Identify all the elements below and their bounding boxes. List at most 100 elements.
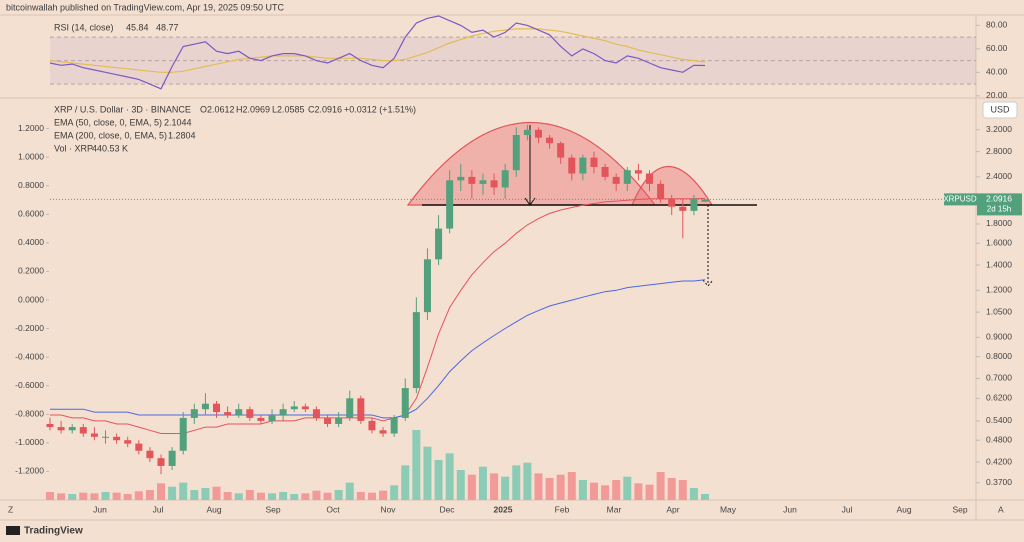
volume-bar xyxy=(101,492,110,500)
ohlc: C2.0916 xyxy=(308,104,342,114)
volume-bar xyxy=(601,485,610,500)
x-tick-label: Feb xyxy=(555,504,570,514)
candle-body xyxy=(224,412,232,415)
currency-button[interactable] xyxy=(982,101,1018,119)
candle-body xyxy=(468,176,476,184)
rsi-tick-label: 20.00 xyxy=(986,90,1008,100)
ema-line xyxy=(50,197,706,434)
volume-bar xyxy=(534,473,543,500)
volume-bar xyxy=(223,492,232,500)
volume-bar xyxy=(501,476,510,500)
candle-body xyxy=(435,228,443,260)
candle-body xyxy=(157,458,165,466)
timezone-button[interactable]: Z xyxy=(8,504,13,514)
volume-bar xyxy=(645,484,654,500)
candle-body xyxy=(668,198,676,207)
volume-bar xyxy=(634,483,643,500)
candle-body xyxy=(679,206,687,211)
y-tick-label: 2.4000 xyxy=(986,171,1012,181)
volume-bar xyxy=(445,453,454,500)
x-tick-label: 2025 xyxy=(494,504,513,514)
left-tick-label: 0.2000 xyxy=(18,266,44,276)
volume-bar xyxy=(512,465,521,500)
left-tick-label: 0.8000 xyxy=(18,180,44,190)
candle-body xyxy=(657,183,665,199)
volume-bar xyxy=(423,446,432,500)
x-tick-label: Oct xyxy=(326,504,340,514)
candle-body xyxy=(235,409,243,415)
volume-bar xyxy=(623,476,632,500)
volume-bar xyxy=(589,482,598,500)
volume-bar xyxy=(279,492,288,500)
candle-body xyxy=(446,180,454,229)
x-tick-label: Sep xyxy=(952,504,967,514)
y-tick-label: 1.0500 xyxy=(986,306,1012,316)
arrow-head xyxy=(524,197,536,206)
currency[interactable]: USD xyxy=(990,104,1010,114)
volume-bar xyxy=(268,493,277,500)
candle-body xyxy=(257,417,265,421)
y-tick-label: 1.8000 xyxy=(986,218,1012,228)
price-tag-text: 2.0916 xyxy=(986,194,1012,204)
volume-bar xyxy=(412,430,421,500)
left-tick-label: -1.0000 xyxy=(15,437,44,447)
auto-button[interactable]: A xyxy=(998,504,1004,514)
volume-bar xyxy=(434,460,443,500)
ohlc: H2.0969 xyxy=(236,104,270,114)
candle-body xyxy=(701,199,709,202)
countdown: 2d 15h xyxy=(987,204,1011,213)
header: bitcoinwallah published on TradingView.c… xyxy=(6,2,285,12)
x-tick-label: Jun xyxy=(783,504,797,514)
candle-body xyxy=(346,398,354,418)
brand: TradingView xyxy=(24,526,83,537)
x-tick-label: Apr xyxy=(666,504,679,514)
volume-bar xyxy=(379,490,388,500)
volume-bar xyxy=(356,492,365,500)
candle-body xyxy=(301,406,309,410)
volume-bar xyxy=(301,493,310,500)
volume-bar xyxy=(168,486,177,500)
candle-body xyxy=(612,176,620,184)
rsi-name: RSI (14, close) xyxy=(54,22,114,32)
symbol-tag xyxy=(944,193,977,206)
candle-body xyxy=(324,417,332,424)
volume-bar xyxy=(68,494,77,500)
candle-body xyxy=(357,398,365,421)
candle-body xyxy=(579,157,587,174)
volume-bar xyxy=(201,488,210,500)
candle-body xyxy=(246,409,254,418)
candle-body xyxy=(634,170,642,174)
y-tick-label: 0.9000 xyxy=(986,332,1012,342)
volume-bar xyxy=(245,490,254,500)
volume-bar xyxy=(478,466,487,500)
candle-body xyxy=(279,409,287,415)
candle-body xyxy=(423,259,431,313)
brand-logo xyxy=(6,526,20,535)
candle-body xyxy=(457,176,465,181)
volume-bar xyxy=(656,472,665,500)
x-tick-label: Aug xyxy=(896,504,911,514)
volume-bar xyxy=(134,491,143,500)
candle-body xyxy=(557,143,565,158)
volume-bar xyxy=(545,478,554,500)
candle-body xyxy=(124,440,132,444)
candle-body xyxy=(268,414,276,421)
ohlc: O2.0612 xyxy=(200,104,235,114)
volume-bar xyxy=(556,474,565,500)
volume-bar xyxy=(112,492,121,500)
x-tick-label: Jul xyxy=(842,504,853,514)
volume-bar xyxy=(689,488,698,500)
left-tick-label: -0.4000 xyxy=(15,351,44,361)
y-tick-label: 0.5400 xyxy=(986,415,1012,425)
ema-line xyxy=(50,279,706,419)
volume-bar xyxy=(701,494,709,500)
symbol-tag-text: XRPUSD xyxy=(943,194,977,203)
volume-bar xyxy=(345,482,354,500)
left-tick-label: 0.4000 xyxy=(18,237,44,247)
volume-bar xyxy=(190,490,199,500)
y-tick-label: 0.3700 xyxy=(986,477,1012,487)
volume-bar xyxy=(523,462,532,500)
volume-bar xyxy=(367,492,376,500)
left-tick-label: -0.6000 xyxy=(15,380,44,390)
arrow-head xyxy=(702,279,714,287)
